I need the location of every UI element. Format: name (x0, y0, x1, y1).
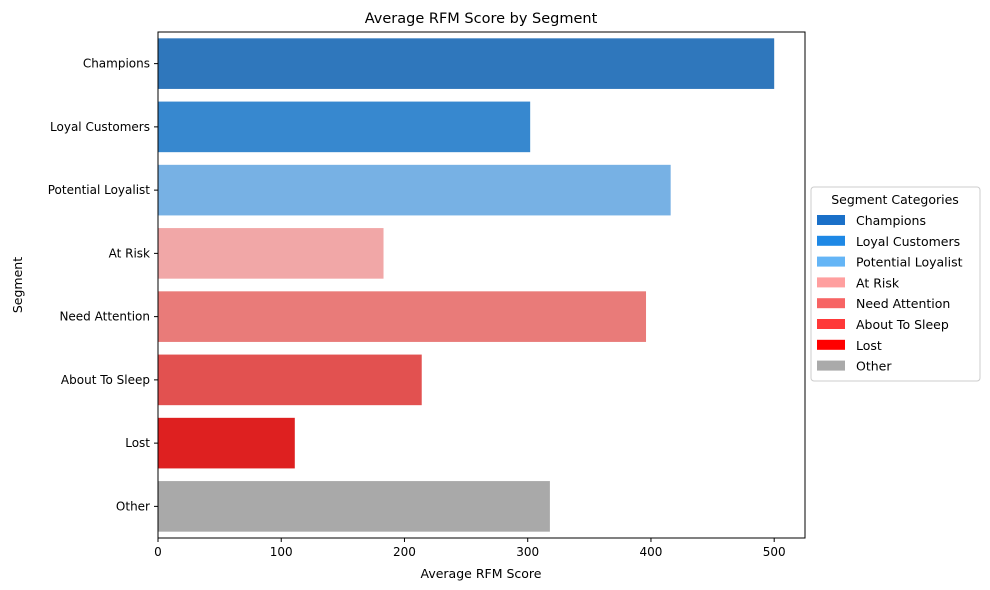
axes-layer (157, 31, 806, 539)
y-tick-label: At Risk (109, 246, 150, 260)
bar-loyal-customers (158, 101, 531, 153)
x-axis-label: Average RFM Score (421, 566, 542, 581)
bar-at-risk (158, 228, 384, 279)
legend-label: Champions (856, 213, 926, 228)
bar-lost (158, 417, 295, 469)
legend-title: Segment Categories (831, 192, 959, 207)
y-tick-label: Other (116, 499, 150, 513)
x-tick-label: 400 (639, 545, 662, 559)
bar-need-attention (158, 291, 647, 342)
y-tick-label: Potential Loyalist (48, 183, 151, 197)
legend-swatch (817, 235, 845, 246)
legend-label: Need Attention (856, 296, 950, 311)
bar-other (158, 481, 550, 532)
legend-swatch (817, 339, 845, 350)
legend-label: Potential Loyalist (856, 255, 963, 270)
legend-swatch (817, 277, 845, 288)
legend-label: Lost (856, 338, 882, 353)
x-tick-label: 200 (393, 545, 416, 559)
legend-entries: Champions Loyal Customers Potential Loyali… (817, 213, 963, 374)
x-tick-label: 0 (154, 545, 162, 559)
y-axis-ticks: Champions Loyal Customers Potential Loyali… (48, 57, 158, 513)
plot-frame (157, 31, 806, 539)
x-tick-label: 100 (270, 545, 293, 559)
y-tick-label: About To Sleep (61, 373, 150, 387)
x-axis-ticks: 0 100 200 300 400 500 (154, 538, 786, 559)
y-axis-label: Segment (10, 257, 25, 313)
x-tick-label: 300 (516, 545, 539, 559)
legend-label: Loyal Customers (856, 234, 960, 249)
y-tick-label: Champions (83, 57, 150, 71)
x-tick-label: 500 (763, 545, 786, 559)
legend-swatch (817, 298, 845, 309)
legend-swatch (817, 256, 845, 267)
y-tick-label: Lost (125, 436, 150, 450)
legend-swatch (817, 319, 845, 329)
legend-frame (810, 186, 981, 382)
legend: Segment Categories Champions Loyal Custom… (810, 186, 981, 382)
chart-title: Average RFM Score by Segment (365, 11, 598, 27)
bars-layer (158, 38, 775, 532)
legend-swatch (817, 215, 845, 225)
legend-label: About To Sleep (856, 317, 949, 332)
legend-label: Other (856, 359, 892, 374)
y-tick-label: Need Attention (59, 310, 150, 324)
y-tick-label: Loyal Customers (50, 120, 150, 134)
legend-swatch (817, 360, 845, 371)
bar-champions (158, 38, 775, 89)
legend-label: At Risk (856, 275, 900, 290)
bar-potential-loyalist (158, 164, 671, 216)
bar-about-to-sleep (158, 354, 422, 406)
